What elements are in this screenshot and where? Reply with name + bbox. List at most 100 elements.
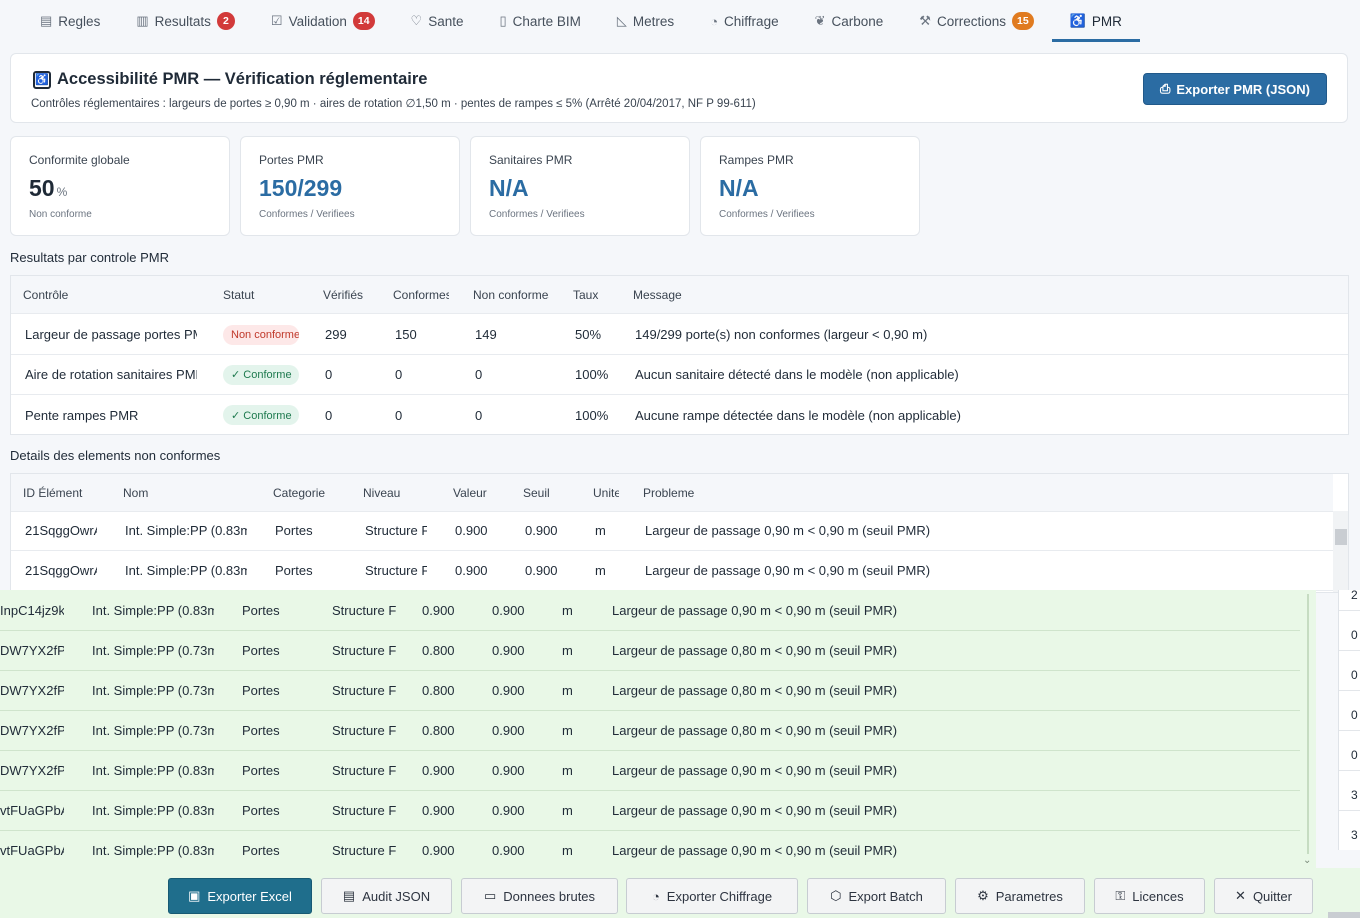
column-header[interactable]: Taux [573,287,599,302]
licences-button[interactable]: ⚿ Licences [1094,878,1205,914]
cube-icon: ⬡ [830,888,842,903]
column-header[interactable]: Probleme [643,485,695,500]
right-side-table-fragment: 2 0 0 0 0 3 3 [1338,590,1360,850]
kpi-portes-pmr: Portes PMR 150/299 Conformes / Verifiees [240,136,460,236]
row-divider [1339,810,1360,811]
row-divider [0,750,1300,751]
count-badge: 2 [216,12,235,30]
bar-chart-icon: ▥ [136,13,149,28]
tab-resultats[interactable]: ▥ Resultats 2 [118,0,253,42]
export-pmr-json-button[interactable]: ⎙ Exporter PMR (JSON) [1142,73,1327,105]
page-title: ♿ Accessibilité PMR — Vérification régle… [33,70,427,89]
tab-chiffrage[interactable]: ◔ Chiffrage [710,13,779,29]
column-header[interactable]: ID Élément [23,485,83,500]
money-bag-icon: ◔ [651,888,660,904]
table-row[interactable]: 21SqggOwrA Int. Simple:PP (0.83m Portes … [11,511,1333,551]
kpi-value: 150/299 [259,175,343,201]
tab-regles[interactable]: ▤ Regles [40,13,101,29]
leaf-icon: ❦ [814,13,826,28]
list-icon: ▤ [40,13,53,28]
column-header[interactable]: Categorie [273,485,326,500]
tab-carbone[interactable]: ❦ Carbone [814,13,884,29]
column-header[interactable]: Contrôle [23,287,69,302]
chevron-down-icon[interactable]: ⌄ [1303,855,1312,866]
kpi-sanitaires-pmr: Sanitaires PMR N/A Conformes / Verifiees [470,136,690,236]
window-scrollbar-thumb[interactable] [1328,912,1360,918]
column-header[interactable]: Conformes [393,287,449,302]
overlay-scrollbar[interactable]: ⌄ [1300,590,1316,868]
row-divider [0,710,1300,711]
status-badge: ✓ Conforme [223,364,299,385]
status-badge: Non conforme [223,324,299,345]
row-divider [1339,610,1360,611]
document-icon: ▤ [342,888,356,903]
details-table: ID Élément Nom Categorie Niveau Valeur S… [10,473,1349,593]
export-excel-button[interactable]: ▣ Exporter Excel [168,878,312,914]
ruler-icon: ◺ [616,13,627,28]
spreadsheet-icon: ▣ [188,888,201,903]
count-badge: 14 [352,12,375,30]
accessibility-icon: ♿ [33,70,51,89]
table-row[interactable]: 21SqggOwrA Int. Simple:PP (0.83m Portes … [11,551,1333,591]
kpi-value: N/A [719,175,759,201]
column-header[interactable]: Message [633,287,682,302]
checkbox-icon: ☑ [270,13,283,28]
table-header-row: Contrôle Statut Vérifiés Conformes Non c… [11,276,1348,314]
row-divider [0,830,1300,831]
column-header[interactable]: Seuil [523,485,550,500]
section-title-details: Details des elements non conformes [10,448,221,463]
row-divider [1339,690,1360,691]
column-header[interactable]: Unite [593,485,619,500]
count-badge: 15 [1011,12,1034,30]
document-icon: ▯ [499,13,507,28]
scrollbar-thumb[interactable] [1307,594,1309,854]
tab-corrections[interactable]: ⚒ Corrections 15 [901,0,1051,42]
column-header[interactable]: Non conformes [473,287,549,302]
export-icon: ⎙ [1159,81,1171,96]
row-divider [0,630,1300,631]
column-header[interactable]: Valeur [453,485,487,500]
table-header-row: ID Élément Nom Categorie Niveau Valeur S… [11,474,1333,512]
heart-icon: ♡ [410,13,423,28]
row-divider [0,670,1300,671]
controls-table: Contrôle Statut Vérifiés Conformes Non c… [10,275,1349,435]
money-bag-icon: ◔ [710,13,719,29]
donnees-brutes-button[interactable]: ▭ Donnees brutes [461,878,618,914]
exporter-chiffrage-button[interactable]: ◔ Exporter Chiffrage [626,878,798,914]
tab-charte-bim[interactable]: ▯ Charte BIM [499,13,581,29]
column-header[interactable]: Statut [223,287,255,302]
tab-bar: ▤ Regles ▥ Resultats 2 ☑ Validation 14 ♡ Sante… [0,0,1360,42]
key-icon: ⚿ [1115,888,1126,903]
close-icon: ✕ [1235,888,1246,903]
tab-validation[interactable]: ☑ Validation 14 [253,0,393,42]
section-title-controles: Resultats par controle PMR [10,250,169,265]
kpi-conformite-globale: Conformite globale 50% Non conforme [10,136,230,236]
parametres-button[interactable]: ⚙ Parametres [955,878,1085,914]
gear-icon: ⚙ [977,888,989,903]
kpi-rampes-pmr: Rampes PMR N/A Conformes / Verifiees [700,136,920,236]
details-scrollbar[interactable] [1333,511,1348,592]
overlay-list-panel: InpC14jz9kt Int. Simple:PP (0.83m Portes… [0,590,1300,868]
pmr-header-card: ♿ Accessibilité PMR — Vérification régle… [10,53,1348,123]
table-row[interactable]: Largeur de passage portes PMR Non confor… [11,315,1348,355]
kpi-value: N/A [489,175,529,201]
audit-json-button[interactable]: ▤ Audit JSON [321,878,452,914]
export-batch-button[interactable]: ⬡ Export Batch [807,878,946,914]
column-header[interactable]: Niveau [363,485,401,500]
row-divider [1339,730,1360,731]
row-divider [1339,770,1360,771]
tab-pmr[interactable]: ♿ PMR [1051,0,1141,42]
table-row[interactable]: Pente rampes PMR ✓ Conforme 0 0 0 100% A… [11,395,1348,435]
quitter-button[interactable]: ✕ Quitter [1214,878,1313,914]
tab-metres[interactable]: ◺ Metres [616,13,675,29]
column-header[interactable]: Nom [123,485,149,500]
wrench-icon: ⚒ [919,13,931,28]
tab-sante[interactable]: ♡ Sante [410,13,464,29]
accessibility-icon: ♿ [1069,13,1086,28]
database-icon: ▭ [483,888,497,903]
table-row[interactable]: Aire de rotation sanitaires PMR ✓ Confor… [11,355,1348,395]
page-subtitle: Contrôles réglementaires : largeurs de p… [31,98,756,110]
column-header[interactable]: Vérifiés [323,287,364,302]
kpi-value: 50% [29,175,68,201]
scrollbar-thumb[interactable] [1335,529,1347,545]
